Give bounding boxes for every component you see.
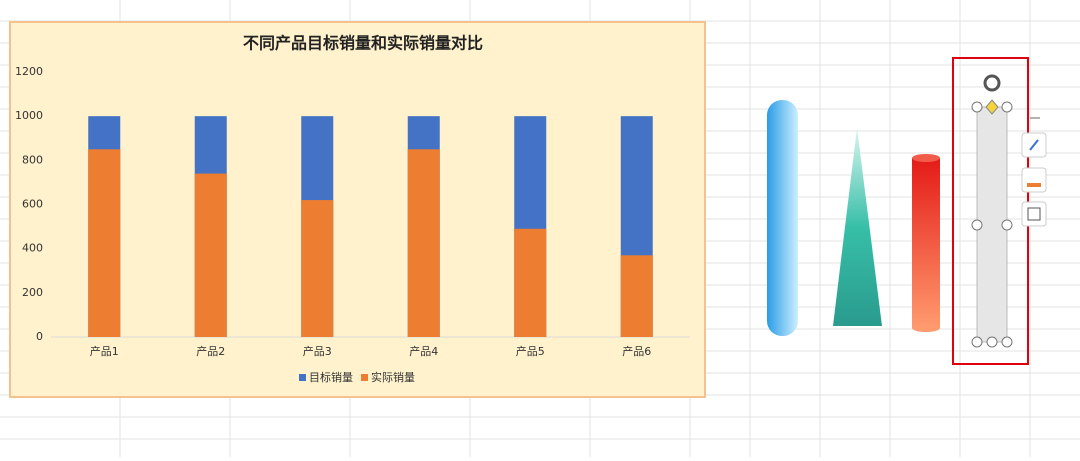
y-tick-label: 800 [22,153,43,166]
bar [620,255,653,337]
brush-icon [1029,139,1039,151]
outline-button[interactable] [1021,201,1047,227]
cylinder-bottom [912,324,940,332]
x-tick-label: 产品6 [622,344,651,358]
triangle-shape[interactable] [833,128,882,326]
bar [407,149,440,337]
bar [194,173,227,337]
y-tick-label: 600 [22,198,43,211]
bar [301,200,334,337]
x-tick-label: 产品4 [409,344,438,358]
plot: 0 200 400 600 800 1000 1200 产品1 产品2 产品3 产品4 产品5 产品6 目… [15,65,653,384]
y-tick-label: 400 [22,242,43,255]
chart-area[interactable] [9,21,706,398]
x-tick-label: 产品1 [90,344,119,358]
rotate-handle[interactable] [983,74,1001,92]
x-tick-label: 产品3 [303,344,332,358]
fill-button[interactable] [1021,167,1047,193]
bar [88,149,121,337]
x-tick-label: 产品2 [196,344,225,358]
y-tick-label: 200 [22,286,43,299]
resize-handles[interactable] [971,101,1013,348]
bar [514,228,547,337]
cylinder-shape[interactable] [912,158,940,328]
y-tick-label: 1000 [15,109,43,122]
y-tick-label: 0 [36,330,43,343]
capsule-shape[interactable] [767,100,798,336]
adjust-handle[interactable] [985,99,999,115]
cylinder-top [912,154,940,162]
legend-label: 实际销量 [371,370,415,384]
fill-icon [1027,183,1041,187]
x-tick-label: 产品5 [516,344,545,358]
chart-title: 不同产品目标销量和实际销量对比 [243,34,483,53]
y-tick-label: 1200 [15,65,43,78]
legend-label: 目标销量 [309,370,353,384]
legend-swatch [361,374,368,381]
outline-icon [1027,207,1041,221]
legend-swatch [299,374,306,381]
